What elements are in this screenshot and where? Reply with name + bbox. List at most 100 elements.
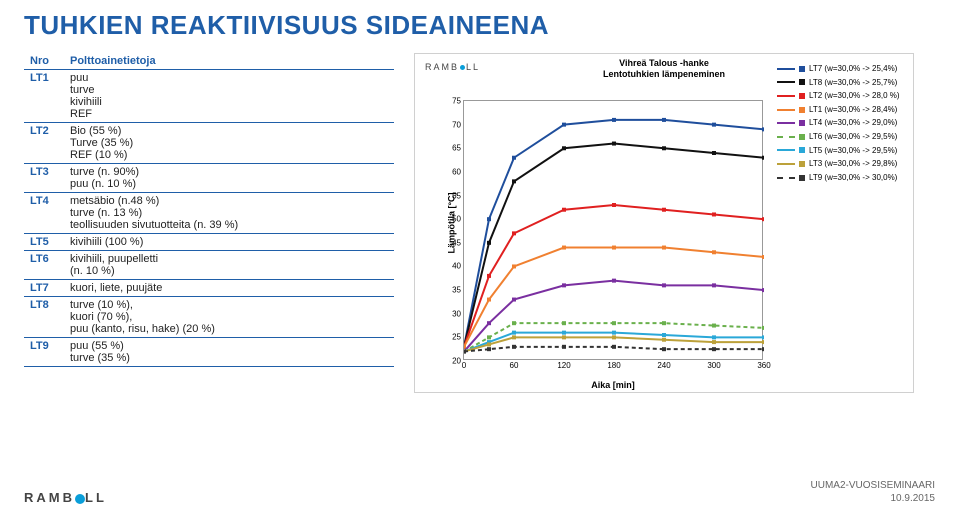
table-row: LT1puu turve kivihiili REF — [24, 70, 394, 123]
marker — [512, 321, 516, 325]
table-row: LT2Bio (55 %) Turve (35 %) REF (10 %) — [24, 123, 394, 164]
col-nro-header: Nro — [24, 53, 64, 70]
chart-xlabel: Aika [min] — [463, 380, 763, 390]
marker — [762, 127, 764, 131]
marker — [662, 338, 666, 342]
marker — [512, 335, 516, 339]
marker — [612, 118, 616, 122]
legend-label: LT2 (w=30,0% -> 28,0 %) — [809, 89, 900, 103]
row-info: turve (n. 90%) puu (n. 10 %) — [64, 164, 394, 193]
xtick: 240 — [657, 359, 670, 370]
row-nro: LT1 — [24, 70, 64, 123]
marker — [612, 279, 616, 283]
legend-item: LT8 (w=30,0% -> 25,7%) — [777, 76, 907, 90]
legend-marker — [799, 107, 805, 113]
legend-swatch — [777, 109, 795, 111]
legend-swatch — [777, 149, 795, 151]
marker — [762, 347, 764, 351]
legend-label: LT3 (w=30,0% -> 29,8%) — [809, 157, 897, 171]
marker — [562, 283, 566, 287]
ytick: 70 — [452, 120, 464, 129]
marker — [612, 345, 616, 349]
fuel-table: Nro Polttoainetietoja LT1puu turve kivih… — [24, 53, 394, 393]
ytick: 35 — [452, 286, 464, 295]
chart-title-line2: Lentotuhkien lämpeneminen — [603, 69, 725, 80]
legend-swatch — [777, 163, 795, 165]
marker — [487, 274, 491, 278]
chart-title-line1: Vihreä Talous -hanke — [603, 58, 725, 69]
marker — [512, 231, 516, 235]
marker — [762, 340, 764, 344]
marker — [762, 335, 764, 339]
row-nro: LT9 — [24, 338, 64, 367]
marker — [562, 146, 566, 150]
marker — [487, 321, 491, 325]
marker — [487, 217, 491, 221]
legend-item: LT7 (w=30,0% -> 25,4%) — [777, 62, 907, 76]
table-row: LT5kivihiili (100 %) — [24, 234, 394, 251]
xtick: 180 — [607, 359, 620, 370]
marker — [762, 156, 764, 160]
chart-ylabel: Lämpötila [°C] — [447, 192, 457, 253]
row-nro: LT8 — [24, 297, 64, 338]
xtick: 120 — [557, 359, 570, 370]
series-LT8 — [464, 144, 764, 347]
legend-item: LT6 (w=30,0% -> 29,5%) — [777, 130, 907, 144]
marker — [512, 298, 516, 302]
marker — [562, 345, 566, 349]
row-info: metsäbio (n.48 %) turve (n. 13 %) teolli… — [64, 193, 394, 234]
xtick: 360 — [757, 359, 770, 370]
marker — [762, 255, 764, 259]
row-nro: LT2 — [24, 123, 64, 164]
xtick: 300 — [707, 359, 720, 370]
content-row: Nro Polttoainetietoja LT1puu turve kivih… — [0, 41, 959, 393]
table-row: LT3turve (n. 90%) puu (n. 10 %) — [24, 164, 394, 193]
legend-swatch — [777, 177, 795, 179]
ytick: 30 — [452, 309, 464, 318]
table-row: LT6kivihiili, puupelletti (n. 10 %) — [24, 251, 394, 280]
row-nro: LT7 — [24, 280, 64, 297]
marker — [712, 335, 716, 339]
col-info-header: Polttoainetietoja — [64, 53, 394, 70]
marker — [562, 123, 566, 127]
row-info: kuori, liete, puujäte — [64, 280, 394, 297]
footer-event: UUMA2-VUOSISEMINAARI — [811, 479, 935, 492]
chart-legend: LT7 (w=30,0% -> 25,4%)LT8 (w=30,0% -> 25… — [777, 62, 907, 184]
xtick: 0 — [462, 359, 466, 370]
marker — [562, 208, 566, 212]
legend-marker — [799, 79, 805, 85]
chart-plot-area: 2025303540455055606570750601201802403003… — [463, 100, 763, 360]
marker — [487, 241, 491, 245]
footer-date: 10.9.2015 — [811, 492, 935, 505]
table-row: LT4metsäbio (n.48 %) turve (n. 13 %) teo… — [24, 193, 394, 234]
table-row: LT7kuori, liete, puujäte — [24, 280, 394, 297]
ytick: 25 — [452, 333, 464, 342]
marker — [712, 340, 716, 344]
legend-swatch — [777, 95, 795, 97]
table-row: LT9puu (55 %) turve (35 %) — [24, 338, 394, 367]
row-info: Bio (55 %) Turve (35 %) REF (10 %) — [64, 123, 394, 164]
marker — [662, 321, 666, 325]
marker — [487, 298, 491, 302]
marker — [562, 321, 566, 325]
marker — [487, 347, 491, 351]
row-nro: LT6 — [24, 251, 64, 280]
marker — [612, 142, 616, 146]
row-info: puu (55 %) turve (35 %) — [64, 338, 394, 367]
page-footer: RAMBLL UUMA2-VUOSISEMINAARI 10.9.2015 — [24, 479, 935, 505]
marker — [512, 345, 516, 349]
legend-swatch — [777, 122, 795, 124]
marker — [762, 217, 764, 221]
legend-marker — [799, 120, 805, 126]
marker — [562, 335, 566, 339]
table-row: LT8turve (10 %), kuori (70 %), puu (kant… — [24, 297, 394, 338]
legend-marker — [799, 161, 805, 167]
marker — [762, 326, 764, 330]
legend-item: LT5 (w=30,0% -> 29,5%) — [777, 144, 907, 158]
marker — [712, 212, 716, 216]
ytick: 60 — [452, 167, 464, 176]
legend-item: LT1 (w=30,0% -> 28,4%) — [777, 103, 907, 117]
row-info: puu turve kivihiili REF — [64, 70, 394, 123]
ytick: 75 — [452, 97, 464, 106]
xtick: 60 — [510, 359, 519, 370]
